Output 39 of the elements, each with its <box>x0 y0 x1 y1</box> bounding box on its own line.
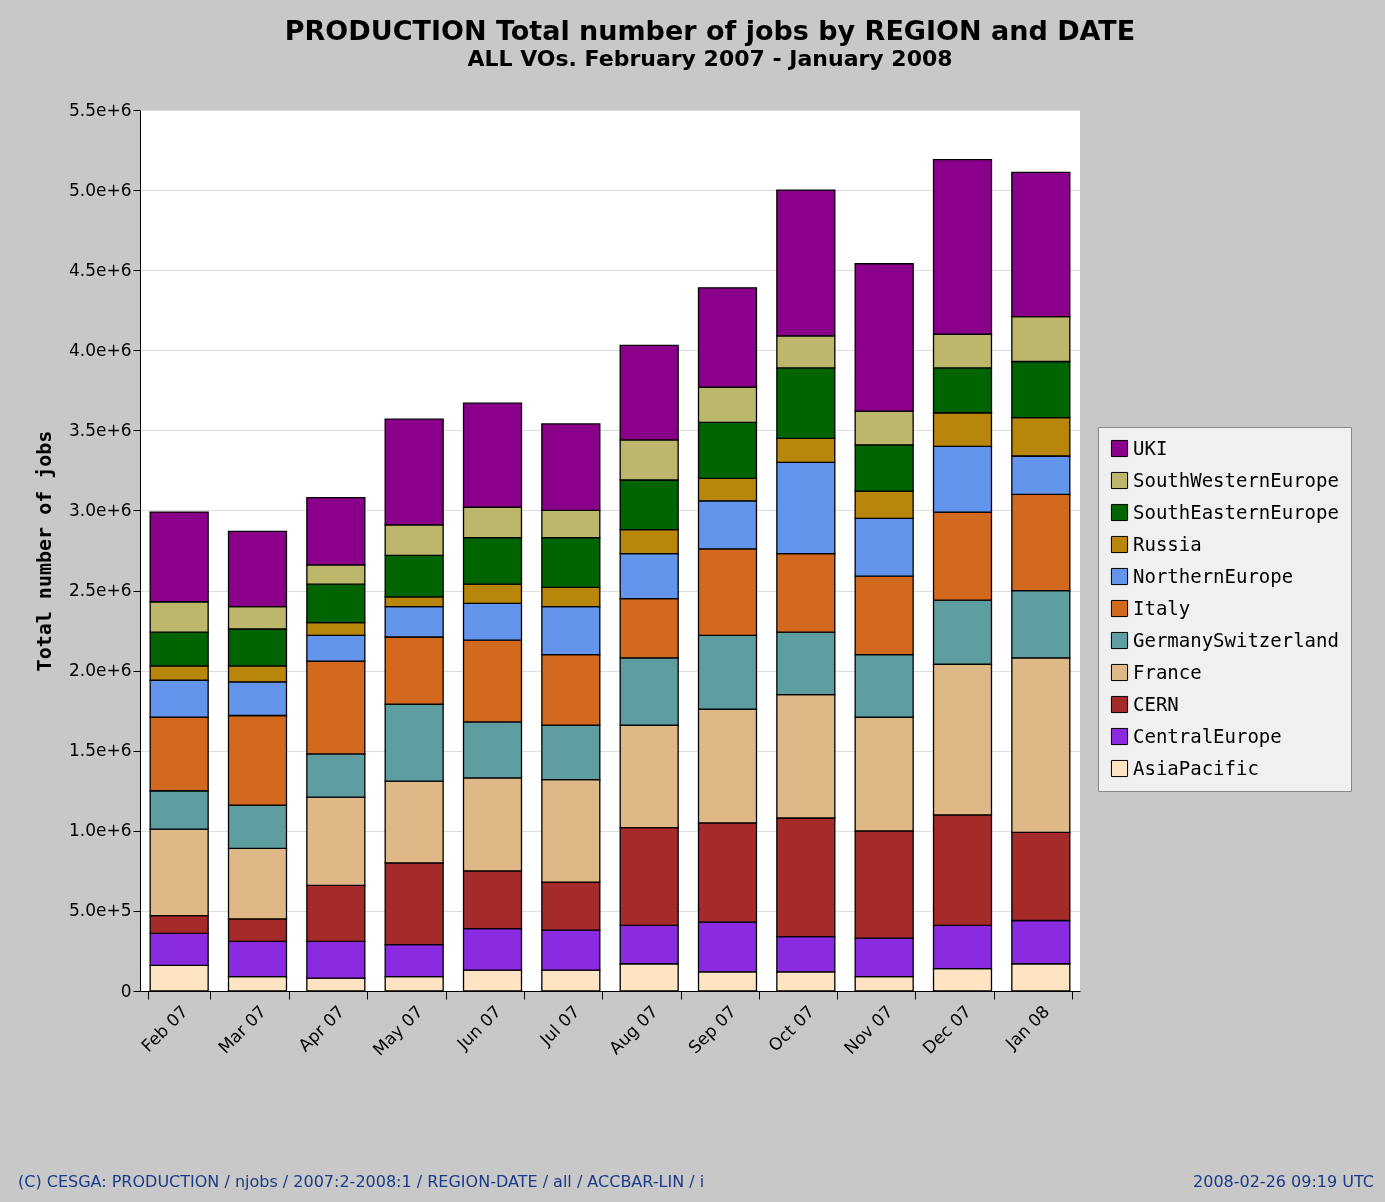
x-tick-label: Sep 07 <box>684 1001 741 1058</box>
chart-subtitle: ALL VOs. February 2007 - January 2008 <box>467 46 953 71</box>
x-tick-label: Mar 07 <box>214 1001 271 1058</box>
y-tick-label: 4.5e+6 <box>68 259 132 280</box>
text: 2008-02-26 09:19 UTC <box>1193 1172 1374 1191</box>
x-tick-label: Jul 07 <box>534 1001 584 1050</box>
x-tick-label: Oct 07 <box>764 1001 819 1056</box>
y-tick-label: 4.0e+6 <box>68 339 132 360</box>
x-tick-label: Aug 07 <box>604 1001 662 1059</box>
x-tick-label: Apr 07 <box>294 1001 349 1056</box>
y-tick-label: 1.0e+6 <box>68 820 132 841</box>
legend-label: SouthWesternEurope <box>1133 468 1339 491</box>
y-tick-label: 0 <box>120 980 132 1001</box>
legend-label: NorthernEurope <box>1133 564 1294 587</box>
chart-title: PRODUCTION Total number of jobs by REGION and DATE <box>284 15 1136 46</box>
x-tick-label: Jan 08 <box>1000 1001 1054 1054</box>
x-tick-label: Dec 07 <box>918 1001 976 1058</box>
legend-label: SouthEasternEurope <box>1133 500 1339 523</box>
legend-label: Russia <box>1133 532 1202 555</box>
legend-label: CERN <box>1133 692 1179 715</box>
y-tick-label: 1.5e+6 <box>68 740 132 761</box>
legend-label: GermanySwitzerland <box>1133 628 1339 651</box>
y-tick-label: 2.0e+6 <box>68 660 132 681</box>
legend-label: France <box>1133 660 1202 683</box>
legend-label: UKI <box>1133 436 1168 459</box>
legend-label: Italy <box>1133 596 1191 619</box>
y-tick-label: 3.5e+6 <box>68 419 132 440</box>
y-tick-label: 2.5e+6 <box>68 580 132 601</box>
x-tick-label: Feb 07 <box>137 1001 192 1056</box>
y-tick-label: 5.5e+6 <box>68 99 132 120</box>
y-axis-title: Total number of jobs <box>31 430 56 672</box>
legend-label: CentralEurope <box>1133 724 1282 747</box>
y-tick-label: 5.0e+5 <box>68 900 132 921</box>
y-tick-label: 5.0e+6 <box>68 179 132 200</box>
x-tick-label: Jun 07 <box>452 1001 506 1055</box>
legend-label: AsiaPacific <box>1133 756 1259 779</box>
x-tick-label: Nov 07 <box>839 1001 897 1059</box>
text: (C) CESGA: PRODUCTION / njobs / 2007:2-2008:1 / REGION-DATE / all / ACCBAR-LIN / i <box>18 1172 705 1191</box>
y-tick-label: 3.0e+6 <box>68 499 132 520</box>
